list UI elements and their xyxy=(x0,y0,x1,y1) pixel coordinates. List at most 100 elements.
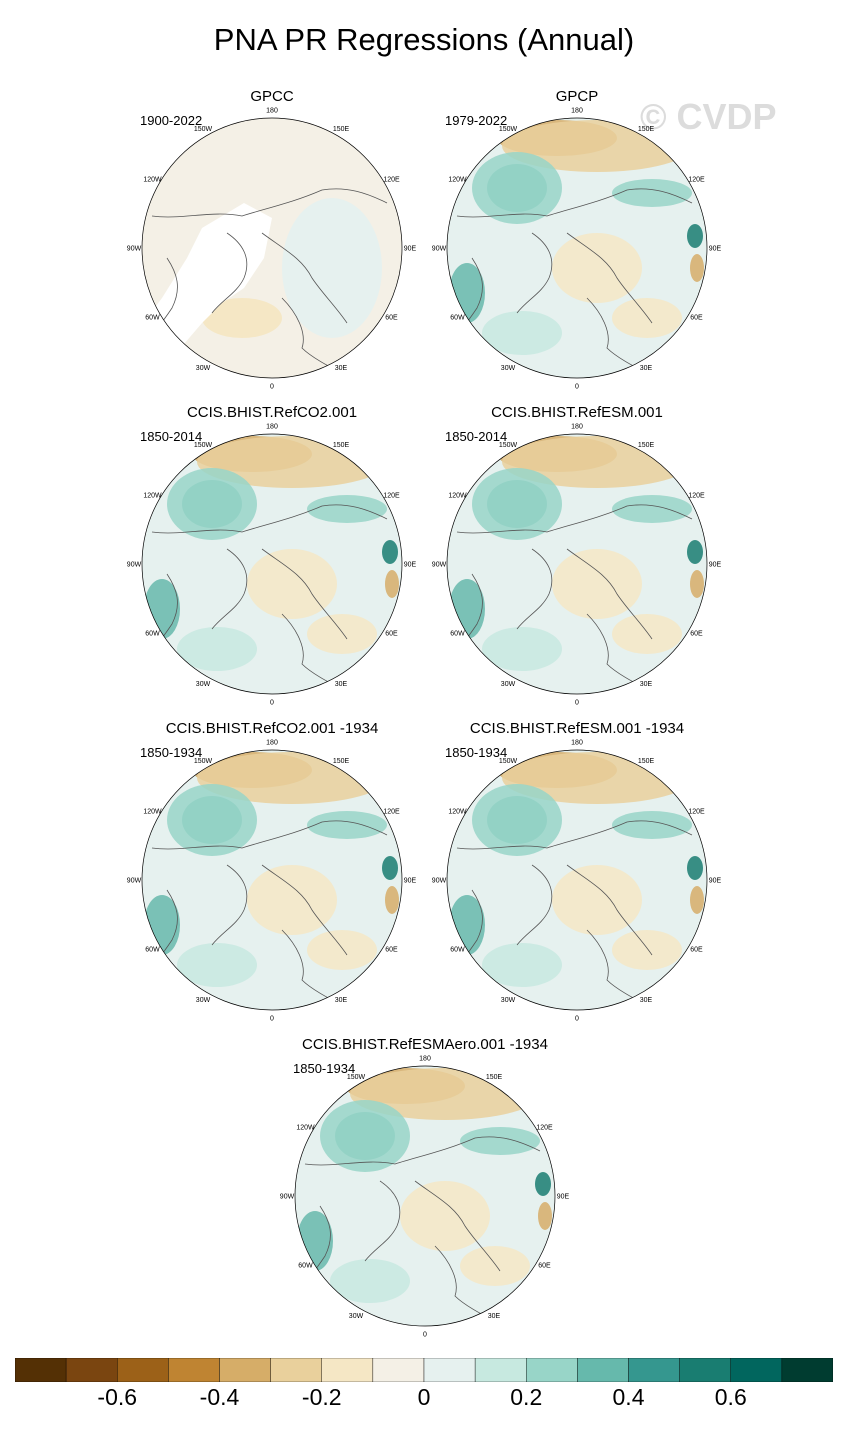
longitude-label: 30E xyxy=(488,1313,501,1320)
panel-title: CCIS.BHIST.RefESMAero.001 -1934 xyxy=(302,1036,548,1053)
colorbar-swatch xyxy=(117,1358,169,1382)
longitude-label: 90E xyxy=(557,1194,570,1201)
longitude-label: 30W xyxy=(501,365,516,372)
colorbar-swatch xyxy=(781,1358,833,1382)
polar-map: 180 150E 120E 90E 60E 30E 0 30W 60W 90W 120W 150W xyxy=(432,424,722,707)
longitude-label: 0 xyxy=(270,384,274,391)
longitude-label: 60W xyxy=(145,631,160,638)
longitude-label: 90W xyxy=(280,1194,295,1201)
longitude-label: 150W xyxy=(499,758,518,765)
longitude-label: 150E xyxy=(638,442,655,449)
colorbar-swatch xyxy=(270,1358,322,1382)
longitude-label: 90E xyxy=(709,878,722,885)
longitude-label: 180 xyxy=(266,740,278,747)
longitude-label: 60W xyxy=(145,947,160,954)
longitude-label: 120E xyxy=(383,809,400,816)
longitude-label: 150W xyxy=(347,1074,366,1081)
panel-period: 1850-1934 xyxy=(140,745,203,760)
map-panel: CCIS.BHIST.RefCO2.001 -1934 180 150E 120E 90… xyxy=(127,720,417,1023)
longitude-label: 90W xyxy=(432,562,447,569)
longitude-label: 30W xyxy=(501,681,516,688)
longitude-label: 60E xyxy=(690,315,703,322)
map-panel: CCIS.BHIST.RefESM.001 180 150E 120E 90E 60E 30… xyxy=(432,404,722,707)
longitude-label: 90E xyxy=(709,562,722,569)
longitude-label: 180 xyxy=(571,108,583,115)
panel-title: CCIS.BHIST.RefCO2.001 xyxy=(186,404,358,421)
colorbar-tick-label: 0 xyxy=(417,1384,431,1410)
longitude-label: 30E xyxy=(640,997,653,1004)
longitude-label: 180 xyxy=(266,424,278,431)
longitude-label: 90W xyxy=(127,878,142,885)
longitude-label: 150E xyxy=(638,126,655,133)
panel-title: GPCP xyxy=(555,88,599,105)
colorbar-tick-label: 0.2 xyxy=(510,1384,543,1410)
panel-period: 1979-2022 xyxy=(445,113,508,128)
panel-period: 1850-1934 xyxy=(445,745,508,760)
longitude-label: 30E xyxy=(640,681,653,688)
longitude-label: 90W xyxy=(432,878,447,885)
polar-map: 180 150E 120E 90E 60E 30E 0 30W 60W 90W 120W 150W xyxy=(127,108,417,391)
longitude-label: 60W xyxy=(450,947,465,954)
colorbar-tick-label: 0.4 xyxy=(612,1384,645,1410)
longitude-label: 120W xyxy=(448,177,467,184)
panel-period: 1850-2014 xyxy=(140,429,203,444)
longitude-label: 180 xyxy=(571,424,583,431)
panel-period: 1850-1934 xyxy=(293,1061,356,1076)
longitude-label: 30E xyxy=(335,997,348,1004)
polar-map: 180 150E 120E 90E 60E 30E 0 30W 60W 90W 120W 150W xyxy=(432,108,722,391)
longitude-label: 0 xyxy=(575,700,579,707)
longitude-label: 180 xyxy=(266,108,278,115)
longitude-label: 120W xyxy=(143,177,162,184)
longitude-label: 120E xyxy=(688,809,705,816)
panel-period: 1900-2022 xyxy=(140,113,203,128)
longitude-label: 150E xyxy=(638,758,655,765)
colorbar-swatch xyxy=(679,1358,731,1382)
colorbar-swatch xyxy=(577,1358,629,1382)
longitude-label: 60W xyxy=(450,631,465,638)
figure-title: PNA PR Regressions (Annual) xyxy=(213,22,635,57)
colorbar-swatch xyxy=(423,1358,476,1382)
polar-map: 180 150E 120E 90E 60E 30E 0 30W 60W 90W 120W 150W xyxy=(127,424,417,707)
longitude-label: 60E xyxy=(385,631,398,638)
map-panel: GPCC 180 150E 120E 90E 60E 30E 0 30W 60W 90W 120W 15… xyxy=(127,88,417,391)
colorbar-swatch xyxy=(168,1358,220,1382)
longitude-label: 30W xyxy=(501,997,516,1004)
longitude-label: 150W xyxy=(194,442,213,449)
longitude-label: 30W xyxy=(196,681,211,688)
longitude-label: 60W xyxy=(145,315,160,322)
longitude-label: 90W xyxy=(127,246,142,253)
longitude-label: 180 xyxy=(419,1056,431,1063)
longitude-label: 120W xyxy=(448,493,467,500)
colorbar-tick-label: 0.6 xyxy=(714,1384,747,1410)
longitude-label: 120W xyxy=(296,1125,315,1132)
longitude-label: 90E xyxy=(404,562,417,569)
longitude-label: 150E xyxy=(333,442,350,449)
colorbar xyxy=(15,1358,833,1382)
longitude-label: 0 xyxy=(575,384,579,391)
longitude-label: 150E xyxy=(333,758,350,765)
map-panel: GPCP 180 150E 120E 90E 60E 30E 0 30W 60W 90W 120W 15… xyxy=(432,88,722,391)
panel-title: CCIS.BHIST.RefESM.001 -1934 xyxy=(469,720,685,737)
longitude-label: 60E xyxy=(385,315,398,322)
longitude-label: 150W xyxy=(499,126,518,133)
polar-map: 180 150E 120E 90E 60E 30E 0 30W 60W 90W 120W 150W xyxy=(280,1056,570,1339)
longitude-label: 30W xyxy=(349,1313,364,1320)
map-panel: CCIS.BHIST.RefCO2.001 180 150E 120E 90E 60E 30… xyxy=(127,404,417,707)
longitude-label: 60W xyxy=(298,1263,313,1270)
colorbar-tick-label: -0.6 xyxy=(97,1384,138,1410)
panel-period: 1850-2014 xyxy=(445,429,508,444)
longitude-label: 150W xyxy=(194,758,213,765)
colorbar-tick-label: -0.4 xyxy=(199,1384,240,1410)
colorbar-swatch xyxy=(219,1358,271,1382)
longitude-label: 150W xyxy=(194,126,213,133)
longitude-label: 120W xyxy=(448,809,467,816)
longitude-label: 30W xyxy=(196,365,211,372)
longitude-label: 30E xyxy=(335,681,348,688)
longitude-label: 120E xyxy=(383,177,400,184)
longitude-label: 150W xyxy=(499,442,518,449)
watermark: © CVDP xyxy=(640,96,777,137)
longitude-label: 120E xyxy=(688,493,705,500)
longitude-label: 60E xyxy=(690,631,703,638)
longitude-label: 90E xyxy=(404,246,417,253)
longitude-label: 120W xyxy=(143,493,162,500)
